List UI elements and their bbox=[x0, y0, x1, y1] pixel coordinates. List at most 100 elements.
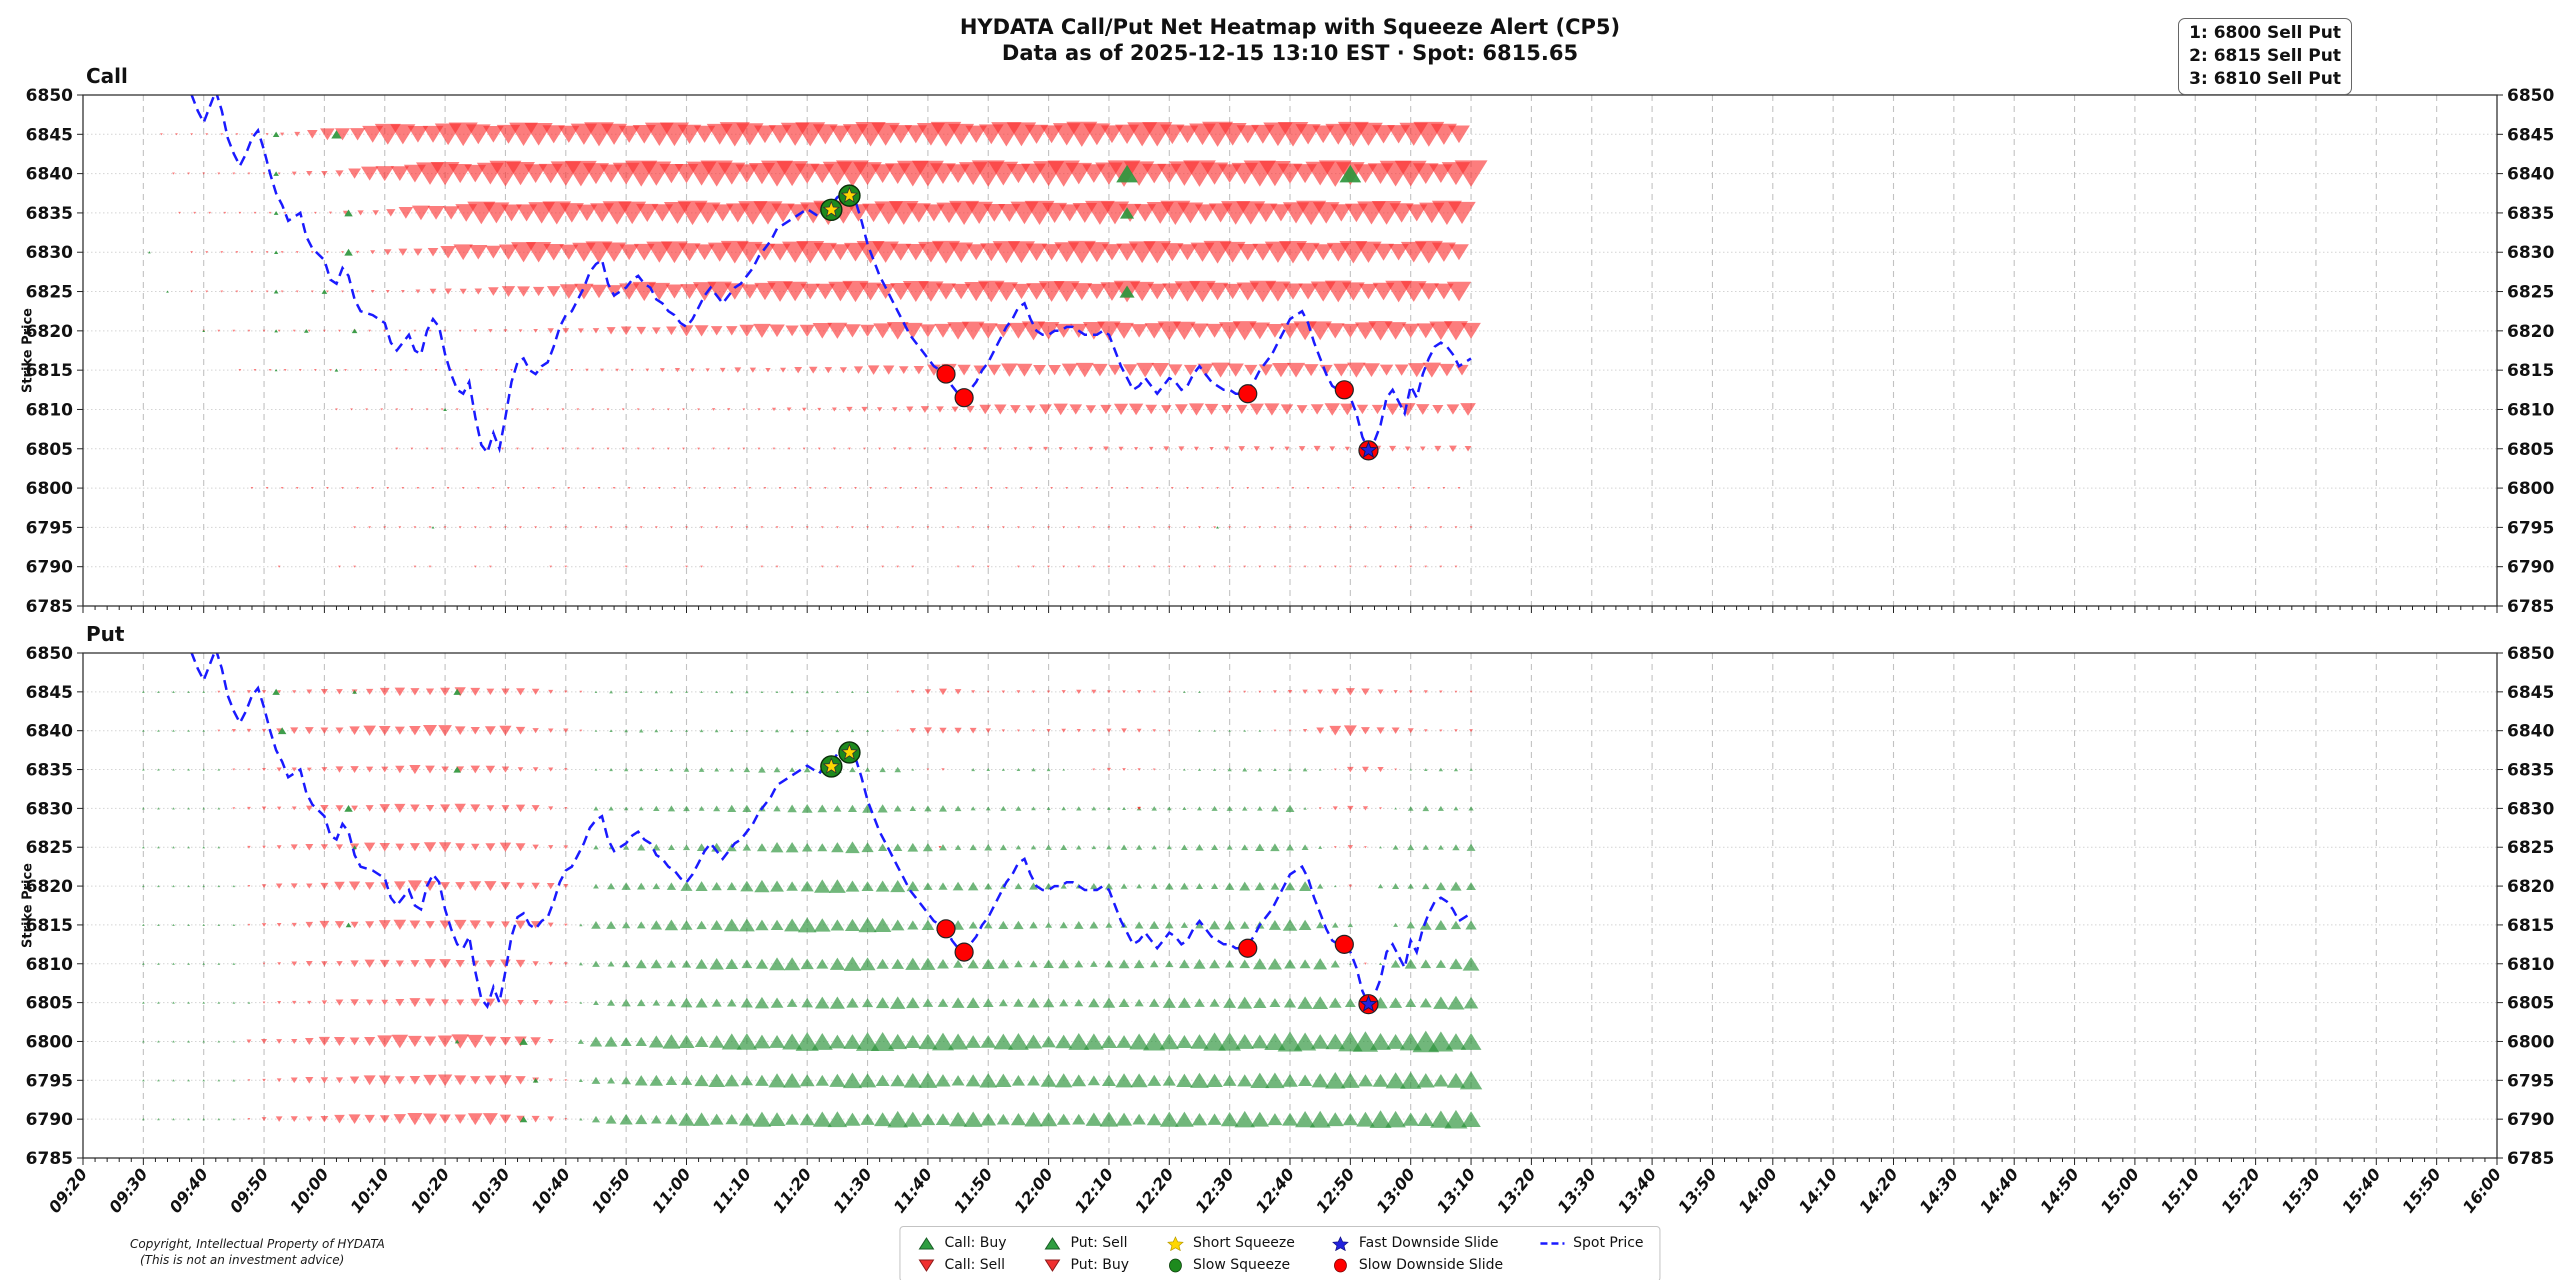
circle-green-icon bbox=[1168, 1258, 1182, 1272]
put-y-tick-labels: 6850 6850 6845 6845 6840 6840 6835 6835 6830 6830… bbox=[26, 644, 2555, 1169]
svg-text:14:10: 14:10 bbox=[1795, 1165, 1841, 1217]
svg-text:15:10: 15:10 bbox=[2157, 1165, 2203, 1217]
svg-text:6810: 6810 bbox=[2507, 955, 2554, 975]
svg-text:6815: 6815 bbox=[2507, 916, 2554, 936]
svg-text:12:00: 12:00 bbox=[1010, 1165, 1056, 1217]
legend-label: Slow Downside Slide bbox=[1358, 1257, 1504, 1273]
svg-text:6790: 6790 bbox=[2507, 558, 2554, 578]
legend-item-spot-price: Spot Price bbox=[1539, 1232, 1644, 1254]
dashed-line-blue-icon bbox=[1540, 1241, 1565, 1245]
svg-text:6850: 6850 bbox=[26, 86, 73, 106]
triangle-down-red-icon bbox=[1044, 1259, 1061, 1272]
triangle-up-green-icon bbox=[1044, 1236, 1061, 1249]
svg-text:13:30: 13:30 bbox=[1554, 1165, 1600, 1217]
svg-text:6845: 6845 bbox=[2507, 125, 2554, 145]
svg-text:6805: 6805 bbox=[26, 994, 73, 1014]
svg-text:12:30: 12:30 bbox=[1191, 1165, 1237, 1217]
svg-text:6830: 6830 bbox=[26, 799, 73, 819]
alert-line-3: 3: 6810 Sell Put bbox=[2189, 69, 2341, 89]
chart-subtitle: Data as of 2025-12-15 13:10 EST · Spot: … bbox=[1001, 41, 1579, 65]
svg-text:6800: 6800 bbox=[2507, 479, 2554, 499]
call-axes bbox=[77, 94, 2503, 613]
alert-line-1: 1: 6800 Sell Put bbox=[2189, 23, 2341, 43]
svg-text:10:50: 10:50 bbox=[588, 1165, 634, 1217]
svg-text:6840: 6840 bbox=[26, 165, 73, 185]
svg-text:15:30: 15:30 bbox=[2278, 1165, 2324, 1217]
svg-text:12:50: 12:50 bbox=[1312, 1165, 1358, 1217]
triangle-up-green-icon bbox=[918, 1236, 935, 1249]
legend-label: Call: Buy bbox=[944, 1235, 1007, 1251]
svg-text:6795: 6795 bbox=[2507, 518, 2554, 538]
put-axes bbox=[77, 652, 2503, 1165]
svg-text:6830: 6830 bbox=[2507, 799, 2554, 819]
copyright-note: Copyright, Intellectual Property of HYDA… bbox=[130, 1236, 385, 1268]
call-event-markers bbox=[820, 184, 1379, 461]
copyright-line-1: Copyright, Intellectual Property of HYDA… bbox=[130, 1237, 385, 1251]
legend-label: Put: Sell bbox=[1070, 1235, 1128, 1251]
put-spot-line bbox=[190, 653, 1472, 1010]
svg-text:6785: 6785 bbox=[26, 597, 73, 617]
svg-text:15:20: 15:20 bbox=[2217, 1165, 2263, 1217]
legend-item-call-buy: Call: Buy bbox=[916, 1232, 1007, 1254]
svg-text:6830: 6830 bbox=[2507, 243, 2554, 263]
svg-text:6840: 6840 bbox=[2507, 722, 2554, 742]
svg-text:6850: 6850 bbox=[2507, 644, 2554, 664]
svg-text:6800: 6800 bbox=[26, 479, 73, 499]
svg-text:6850: 6850 bbox=[26, 644, 73, 664]
call-panel-title: Call bbox=[86, 64, 128, 88]
svg-text:6785: 6785 bbox=[26, 1149, 73, 1169]
svg-text:6840: 6840 bbox=[2507, 165, 2554, 185]
svg-text:12:10: 12:10 bbox=[1071, 1165, 1117, 1217]
call-y-tick-labels: 6850 6850 6845 6845 6840 6840 6835 6835 6830 6830… bbox=[26, 86, 2555, 617]
svg-text:6820: 6820 bbox=[26, 877, 73, 897]
svg-text:6850: 6850 bbox=[2507, 86, 2554, 106]
legend-label: Fast Downside Slide bbox=[1358, 1235, 1499, 1251]
put-heatmap bbox=[141, 687, 1483, 1129]
legend-item-slow-downside: Slow Downside Slide bbox=[1331, 1254, 1503, 1276]
triangle-down-red-icon bbox=[918, 1259, 935, 1272]
svg-text:6790: 6790 bbox=[2507, 1110, 2554, 1130]
svg-text:6825: 6825 bbox=[2507, 838, 2554, 858]
legend-label: Call: Sell bbox=[944, 1257, 1006, 1273]
star-yellow-icon bbox=[1166, 1235, 1184, 1251]
svg-text:15:50: 15:50 bbox=[2398, 1165, 2444, 1217]
legend-label: Put: Buy bbox=[1070, 1257, 1130, 1273]
svg-text:6790: 6790 bbox=[26, 1110, 73, 1130]
svg-text:10:00: 10:00 bbox=[286, 1165, 332, 1217]
svg-text:6820: 6820 bbox=[2507, 877, 2554, 897]
svg-text:6805: 6805 bbox=[26, 440, 73, 460]
legend-label: Slow Squeeze bbox=[1193, 1257, 1291, 1273]
svg-text:6795: 6795 bbox=[26, 518, 73, 538]
call-heatmap bbox=[148, 121, 1488, 568]
svg-text:14:50: 14:50 bbox=[2036, 1165, 2082, 1217]
put-y-axis-label: Strike Price bbox=[20, 863, 36, 949]
svg-text:6815: 6815 bbox=[26, 361, 73, 381]
chart-legend: Call: Buy Call: Sell Put: Sell Put: Buy … bbox=[899, 1226, 1661, 1280]
svg-text:6800: 6800 bbox=[26, 1032, 73, 1052]
svg-text:6815: 6815 bbox=[2507, 361, 2554, 381]
svg-text:6845: 6845 bbox=[2507, 683, 2554, 703]
put-panel-title: Put bbox=[86, 622, 125, 646]
call-spot-line bbox=[190, 95, 1472, 456]
legend-label: Short Squeeze bbox=[1193, 1235, 1295, 1251]
svg-text:6785: 6785 bbox=[2507, 1149, 2554, 1169]
squeeze-alert-box: 1: 6800 Sell Put 2: 6815 Sell Put 3: 681… bbox=[2178, 18, 2352, 95]
svg-text:15:00: 15:00 bbox=[2097, 1165, 2143, 1217]
call-y-axis-label: Strike Price bbox=[20, 308, 36, 394]
svg-text:6805: 6805 bbox=[2507, 440, 2554, 460]
svg-text:12:20: 12:20 bbox=[1131, 1165, 1177, 1217]
svg-text:6825: 6825 bbox=[2507, 283, 2554, 303]
svg-text:09:50: 09:50 bbox=[226, 1165, 272, 1217]
svg-text:13:50: 13:50 bbox=[1674, 1165, 1720, 1217]
svg-text:10:40: 10:40 bbox=[528, 1165, 574, 1217]
alert-line-2: 2: 6815 Sell Put bbox=[2189, 46, 2341, 66]
chart-title: HYDATA Call/Put Net Heatmap with Squeeze… bbox=[959, 15, 1621, 39]
svg-text:6790: 6790 bbox=[26, 558, 73, 578]
svg-text:11:00: 11:00 bbox=[648, 1165, 694, 1217]
svg-text:6805: 6805 bbox=[2507, 994, 2554, 1014]
star-blue-icon bbox=[1332, 1235, 1350, 1251]
svg-text:12:40: 12:40 bbox=[1252, 1165, 1298, 1217]
svg-text:6845: 6845 bbox=[26, 683, 73, 703]
svg-text:09:20: 09:20 bbox=[45, 1165, 91, 1217]
